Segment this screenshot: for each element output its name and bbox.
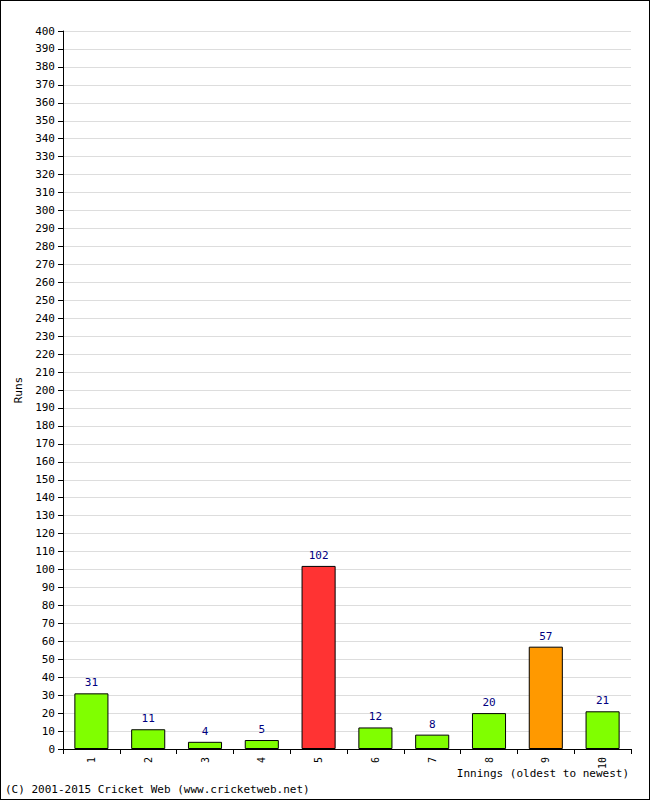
svg-text:70: 70 — [42, 617, 55, 630]
svg-text:220: 220 — [35, 348, 55, 361]
svg-text:102: 102 — [309, 549, 329, 562]
svg-text:300: 300 — [35, 204, 55, 217]
svg-text:330: 330 — [35, 150, 55, 163]
svg-text:390: 390 — [35, 42, 55, 55]
svg-text:200: 200 — [35, 384, 55, 397]
svg-text:90: 90 — [42, 581, 55, 594]
svg-text:190: 190 — [35, 401, 55, 414]
svg-text:80: 80 — [42, 599, 55, 612]
svg-text:320: 320 — [35, 168, 55, 181]
svg-text:370: 370 — [35, 78, 55, 91]
svg-text:380: 380 — [35, 60, 55, 73]
svg-text:2: 2 — [143, 757, 154, 763]
svg-text:5: 5 — [258, 723, 265, 736]
svg-text:240: 240 — [35, 312, 55, 325]
svg-text:0: 0 — [48, 743, 55, 756]
svg-text:270: 270 — [35, 258, 55, 271]
svg-text:12: 12 — [369, 710, 382, 723]
svg-text:100: 100 — [35, 563, 55, 576]
svg-text:400: 400 — [35, 25, 55, 38]
svg-text:Innings (oldest to newest): Innings (oldest to newest) — [456, 767, 629, 780]
svg-text:1: 1 — [86, 757, 97, 763]
svg-text:10: 10 — [42, 725, 55, 738]
svg-text:5: 5 — [313, 757, 324, 763]
svg-text:180: 180 — [35, 419, 55, 432]
svg-text:60: 60 — [42, 635, 55, 648]
svg-text:8: 8 — [484, 757, 495, 763]
svg-text:260: 260 — [35, 276, 55, 289]
svg-text:30: 30 — [42, 689, 55, 702]
svg-text:310: 310 — [35, 186, 55, 199]
svg-text:250: 250 — [35, 294, 55, 307]
svg-text:230: 230 — [35, 330, 55, 343]
svg-text:4: 4 — [256, 757, 267, 763]
svg-text:8: 8 — [429, 718, 436, 731]
svg-text:210: 210 — [35, 366, 55, 379]
svg-text:40: 40 — [42, 671, 55, 684]
svg-text:110: 110 — [35, 545, 55, 558]
svg-text:160: 160 — [35, 455, 55, 468]
svg-text:3: 3 — [200, 757, 211, 763]
svg-text:120: 120 — [35, 527, 55, 540]
svg-text:31: 31 — [85, 676, 98, 689]
svg-text:340: 340 — [35, 132, 55, 145]
svg-text:9: 9 — [540, 757, 551, 763]
svg-text:140: 140 — [35, 491, 55, 504]
svg-text:11: 11 — [142, 712, 155, 725]
svg-text:20: 20 — [482, 696, 495, 709]
svg-text:4: 4 — [202, 725, 209, 738]
svg-text:7: 7 — [427, 757, 438, 763]
svg-text:21: 21 — [596, 694, 609, 707]
svg-text:150: 150 — [35, 473, 55, 486]
svg-text:6: 6 — [370, 757, 381, 763]
svg-text:130: 130 — [35, 509, 55, 522]
svg-text:350: 350 — [35, 114, 55, 127]
svg-text:280: 280 — [35, 240, 55, 253]
svg-text:10: 10 — [597, 757, 608, 769]
svg-text:20: 20 — [42, 707, 55, 720]
svg-text:(C) 2001-2015 Cricket Web (www: (C) 2001-2015 Cricket Web (www.cricketwe… — [5, 783, 310, 796]
svg-text:57: 57 — [539, 630, 552, 643]
svg-text:50: 50 — [42, 653, 55, 666]
svg-text:170: 170 — [35, 437, 55, 450]
svg-text:Runs: Runs — [12, 377, 25, 404]
svg-text:360: 360 — [35, 96, 55, 109]
svg-text:290: 290 — [35, 222, 55, 235]
